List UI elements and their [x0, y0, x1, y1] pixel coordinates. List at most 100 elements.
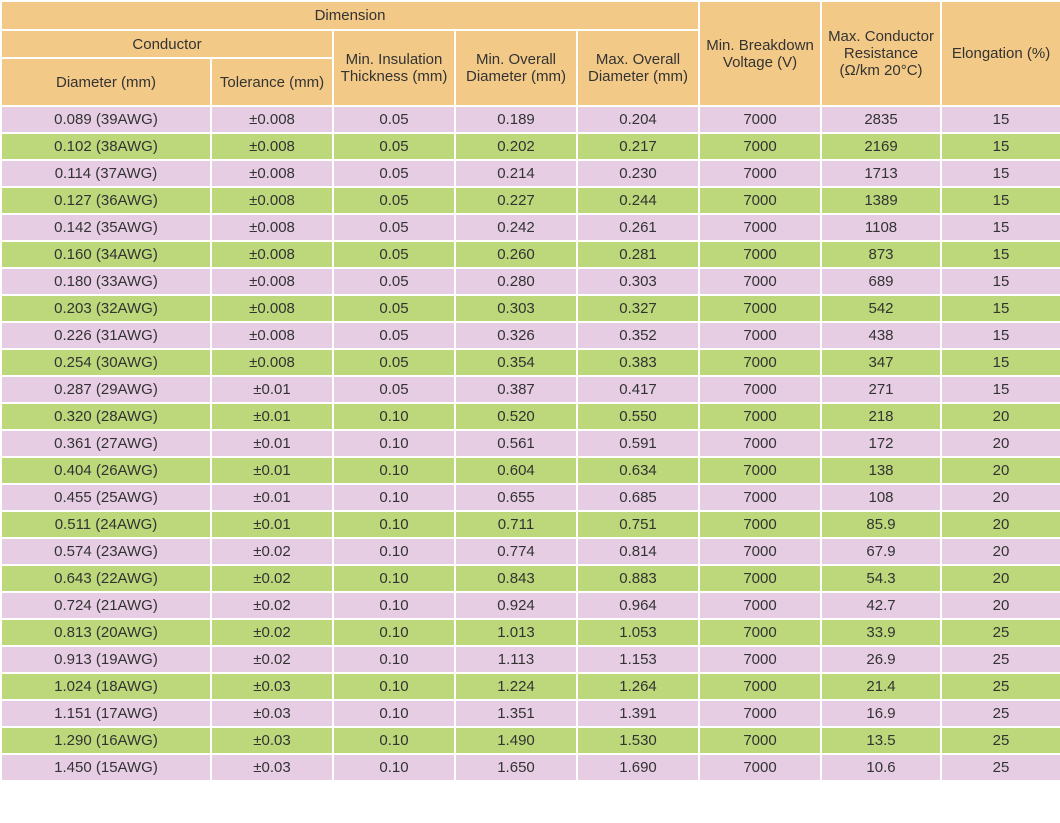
table-row: 0.813 (20AWG) ±0.02 0.10 1.013 1.053 7000 33.9…	[0, 618, 1060, 647]
diameter-cell: 0.142 (35AWG)	[0, 213, 212, 242]
max-overall-diameter-cell: 0.204	[575, 105, 701, 134]
elongation-cell: 20	[940, 456, 1060, 485]
tolerance-cell: ±0.01	[210, 483, 334, 512]
tolerance-cell: ±0.02	[210, 618, 334, 647]
max-overall-diameter-cell: 1.530	[575, 726, 701, 755]
table-row: 0.114 (37AWG) ±0.008 0.05 0.214 0.230 7000 171…	[0, 159, 1060, 188]
min-insulation-cell: 0.05	[332, 375, 456, 404]
table-row: 0.320 (28AWG) ±0.01 0.10 0.520 0.550 7000 218 2…	[0, 402, 1060, 431]
min-overall-diameter-cell: 0.387	[454, 375, 578, 404]
table-row: 0.127 (36AWG) ±0.008 0.05 0.227 0.244 7000 138…	[0, 186, 1060, 215]
tolerance-cell: ±0.01	[210, 510, 334, 539]
diameter-cell: 0.404 (26AWG)	[0, 456, 212, 485]
elongation-cell: 20	[940, 537, 1060, 566]
breakdown-voltage-cell: 7000	[698, 456, 823, 485]
max-overall-diameter-cell: 0.327	[575, 294, 701, 323]
header-min-insulation-thickness: Min. Insulation Thickness (mm)	[332, 29, 456, 107]
wire-spec-table: Dimension Min. Breakdown Voltage (V) Max…	[0, 0, 1060, 782]
min-insulation-cell: 0.05	[332, 294, 456, 323]
breakdown-voltage-cell: 7000	[698, 699, 823, 728]
max-overall-diameter-cell: 1.153	[575, 645, 701, 674]
max-overall-diameter-cell: 0.261	[575, 213, 701, 242]
min-overall-diameter-cell: 0.520	[454, 402, 578, 431]
elongation-cell: 15	[940, 348, 1060, 377]
min-insulation-cell: 0.05	[332, 186, 456, 215]
conductor-resistance-cell: 172	[820, 429, 943, 458]
tolerance-cell: ±0.02	[210, 537, 334, 566]
breakdown-voltage-cell: 7000	[698, 645, 823, 674]
tolerance-cell: ±0.008	[210, 267, 334, 296]
tolerance-cell: ±0.008	[210, 186, 334, 215]
elongation-cell: 20	[940, 591, 1060, 620]
min-insulation-cell: 0.10	[332, 564, 456, 593]
min-insulation-cell: 0.10	[332, 537, 456, 566]
elongation-cell: 15	[940, 294, 1060, 323]
min-overall-diameter-cell: 0.303	[454, 294, 578, 323]
tolerance-cell: ±0.008	[210, 105, 334, 134]
breakdown-voltage-cell: 7000	[698, 618, 823, 647]
max-overall-diameter-cell: 0.281	[575, 240, 701, 269]
tolerance-cell: ±0.03	[210, 699, 334, 728]
min-insulation-cell: 0.10	[332, 618, 456, 647]
min-overall-diameter-cell: 1.013	[454, 618, 578, 647]
elongation-cell: 25	[940, 699, 1060, 728]
elongation-cell: 25	[940, 726, 1060, 755]
conductor-resistance-cell: 13.5	[820, 726, 943, 755]
elongation-cell: 20	[940, 510, 1060, 539]
min-overall-diameter-cell: 0.202	[454, 132, 578, 161]
min-overall-diameter-cell: 0.561	[454, 429, 578, 458]
elongation-cell: 25	[940, 645, 1060, 674]
conductor-resistance-cell: 26.9	[820, 645, 943, 674]
min-insulation-cell: 0.10	[332, 699, 456, 728]
table-row: 0.142 (35AWG) ±0.008 0.05 0.242 0.261 7000 110…	[0, 213, 1060, 242]
tolerance-cell: ±0.008	[210, 294, 334, 323]
conductor-resistance-cell: 542	[820, 294, 943, 323]
table-row: 0.724 (21AWG) ±0.02 0.10 0.924 0.964 7000 42.7…	[0, 591, 1060, 620]
tolerance-cell: ±0.01	[210, 429, 334, 458]
min-insulation-cell: 0.10	[332, 456, 456, 485]
max-overall-diameter-cell: 0.303	[575, 267, 701, 296]
tolerance-cell: ±0.02	[210, 645, 334, 674]
conductor-resistance-cell: 16.9	[820, 699, 943, 728]
diameter-cell: 0.102 (38AWG)	[0, 132, 212, 161]
min-insulation-cell: 0.10	[332, 645, 456, 674]
conductor-resistance-cell: 33.9	[820, 618, 943, 647]
min-overall-diameter-cell: 0.774	[454, 537, 578, 566]
diameter-cell: 0.226 (31AWG)	[0, 321, 212, 350]
conductor-resistance-cell: 1713	[820, 159, 943, 188]
tolerance-cell: ±0.02	[210, 564, 334, 593]
breakdown-voltage-cell: 7000	[698, 321, 823, 350]
elongation-cell: 15	[940, 375, 1060, 404]
table-row: 0.455 (25AWG) ±0.01 0.10 0.655 0.685 7000 108 2…	[0, 483, 1060, 512]
tolerance-cell: ±0.01	[210, 402, 334, 431]
min-insulation-cell: 0.10	[332, 672, 456, 701]
min-overall-diameter-cell: 0.214	[454, 159, 578, 188]
breakdown-voltage-cell: 7000	[698, 159, 823, 188]
min-insulation-cell: 0.10	[332, 753, 456, 782]
max-overall-diameter-cell: 1.053	[575, 618, 701, 647]
table-header: Dimension Min. Breakdown Voltage (V) Max…	[0, 0, 1060, 107]
header-diameter: Diameter (mm)	[0, 57, 212, 107]
min-overall-diameter-cell: 0.354	[454, 348, 578, 377]
diameter-cell: 0.089 (39AWG)	[0, 105, 212, 134]
elongation-cell: 20	[940, 402, 1060, 431]
table-row: 0.404 (26AWG) ±0.01 0.10 0.604 0.634 7000 138 2…	[0, 456, 1060, 485]
table-body: 0.089 (39AWG) ±0.008 0.05 0.189 0.204 7000 283…	[0, 105, 1060, 782]
table-row: 0.226 (31AWG) ±0.008 0.05 0.326 0.352 7000 438…	[0, 321, 1060, 350]
table-row: 0.160 (34AWG) ±0.008 0.05 0.260 0.281 7000 873…	[0, 240, 1060, 269]
tolerance-cell: ±0.03	[210, 672, 334, 701]
conductor-resistance-cell: 2835	[820, 105, 943, 134]
table-row: 1.151 (17AWG) ±0.03 0.10 1.351 1.391 7000 16.9…	[0, 699, 1060, 728]
conductor-resistance-cell: 54.3	[820, 564, 943, 593]
min-overall-diameter-cell: 0.655	[454, 483, 578, 512]
table-row: 0.203 (32AWG) ±0.008 0.05 0.303 0.327 7000 542…	[0, 294, 1060, 323]
breakdown-voltage-cell: 7000	[698, 240, 823, 269]
max-overall-diameter-cell: 0.550	[575, 402, 701, 431]
max-overall-diameter-cell: 0.217	[575, 132, 701, 161]
min-overall-diameter-cell: 0.604	[454, 456, 578, 485]
diameter-cell: 0.127 (36AWG)	[0, 186, 212, 215]
tolerance-cell: ±0.008	[210, 159, 334, 188]
min-overall-diameter-cell: 0.326	[454, 321, 578, 350]
diameter-cell: 0.320 (28AWG)	[0, 402, 212, 431]
table-row: 1.024 (18AWG) ±0.03 0.10 1.224 1.264 7000 21.4…	[0, 672, 1060, 701]
